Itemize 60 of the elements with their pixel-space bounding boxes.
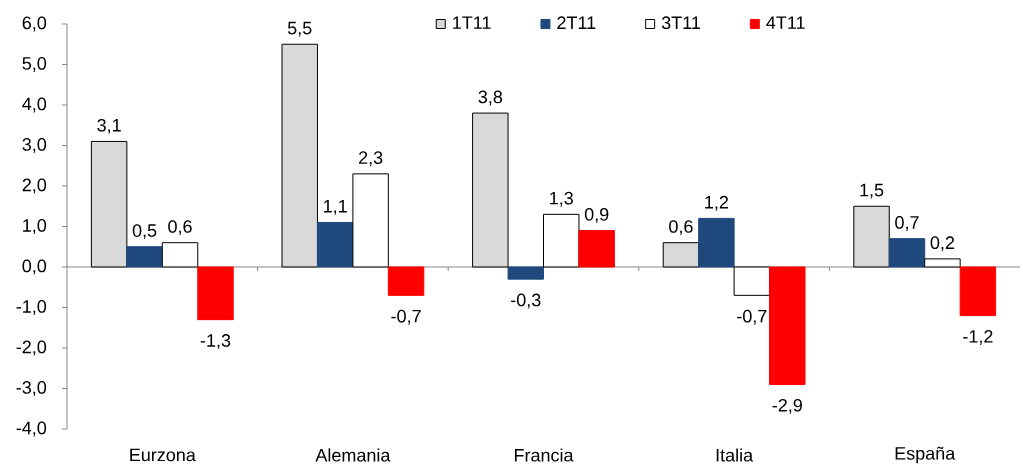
y-tick-label: -4,0	[16, 421, 47, 437]
x-tick-label: Francia	[514, 448, 574, 462]
bar	[316, 221, 354, 268]
data-label: -1,2	[963, 330, 993, 345]
bar	[126, 246, 163, 268]
data-label: 0,9	[584, 207, 609, 223]
data-label: -1,3	[200, 334, 231, 349]
bar	[507, 266, 545, 280]
bar	[90, 140, 128, 268]
bar	[959, 266, 997, 317]
legend-label: 3T11	[661, 16, 700, 30]
legend-label: 1T11	[453, 16, 491, 29]
data-label: 0,5	[132, 224, 157, 240]
bar	[733, 266, 771, 296]
data-label: 1,1	[324, 200, 347, 215]
data-label: 1,2	[705, 195, 728, 211]
y-tick-label: 2,0	[22, 178, 47, 194]
data-label: 0,7	[895, 216, 919, 231]
bar	[924, 258, 961, 268]
y-tick-label: 0,0	[22, 259, 47, 275]
data-label: -0,7	[391, 309, 421, 325]
bar	[197, 266, 234, 321]
data-label: 0,2	[930, 236, 955, 252]
bar	[543, 213, 580, 268]
bar	[352, 173, 389, 268]
bar	[698, 217, 735, 268]
bar	[769, 266, 806, 385]
x-tick-label: Alemania	[315, 448, 391, 462]
x-tick-label: Eurzona	[130, 448, 196, 462]
data-label: 2,3	[359, 151, 383, 167]
bar	[662, 242, 700, 268]
x-tick-label: España	[895, 446, 956, 464]
bar	[281, 43, 318, 268]
y-tick-label: 1,0	[23, 219, 47, 234]
y-tick-label: 4,0	[22, 97, 47, 113]
data-label: -2,9	[772, 398, 802, 414]
data-label: 0,6	[168, 220, 192, 235]
y-tick-label: -1,0	[16, 300, 47, 315]
x-tick-label: Italia	[716, 448, 754, 462]
bar	[888, 238, 926, 268]
bar	[578, 230, 615, 268]
bar	[387, 266, 425, 296]
y-tick-label: -3,0	[16, 381, 47, 396]
data-label: 1,5	[860, 183, 884, 199]
y-tick-label: 3,0	[22, 138, 47, 153]
data-label: 3,8	[478, 90, 503, 106]
data-label: 0,6	[669, 220, 693, 235]
y-tick-label: -2,0	[16, 340, 47, 356]
data-label: 3,1	[97, 118, 121, 134]
data-label: -0,7	[737, 309, 767, 325]
bar	[853, 205, 890, 268]
bar	[472, 112, 509, 268]
bar	[161, 242, 199, 268]
data-label: -0,3	[511, 293, 541, 309]
y-tick-label: 5,0	[22, 57, 47, 72]
legend-label: 4T11	[766, 16, 805, 29]
legend-label: 2T11	[557, 16, 596, 29]
y-tick-label: 6,0	[22, 16, 47, 32]
data-label: 1,3	[550, 191, 573, 207]
data-label: 5,5	[287, 21, 312, 37]
